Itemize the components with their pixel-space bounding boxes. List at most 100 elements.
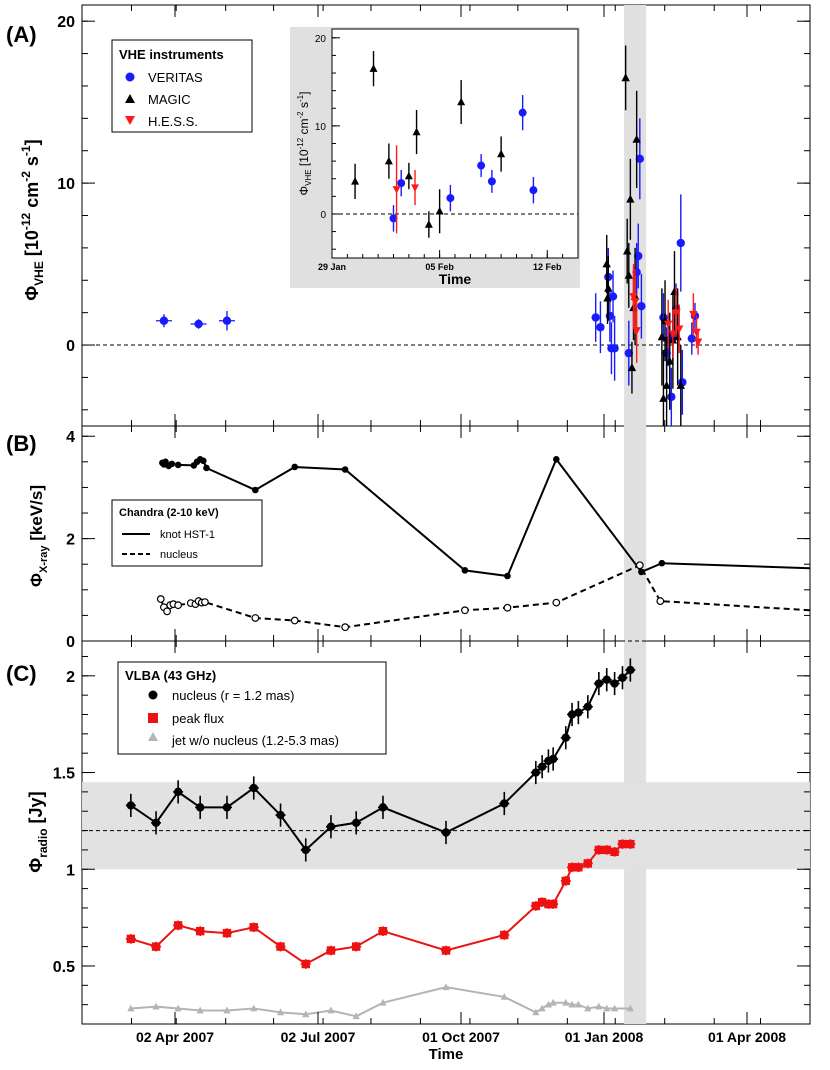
radio-point <box>126 801 136 810</box>
radio-point <box>352 1012 360 1020</box>
radio-point <box>626 839 635 849</box>
radio-point <box>195 926 205 936</box>
vhe-point <box>659 393 668 402</box>
radio-point <box>611 1004 619 1012</box>
panel-a-marks <box>155 45 703 426</box>
legend-jet-label: jet w/o nucleus (1.2-5.3 mas) <box>171 733 339 748</box>
y-tick-label: 4 <box>66 429 75 446</box>
xray-point <box>552 598 561 607</box>
inset-point <box>369 64 378 72</box>
radio-point <box>594 679 604 688</box>
panel-a-legend: VHE instruments VERITAS MAGIC H.E.S.S. <box>111 39 253 133</box>
xray-point <box>461 567 469 574</box>
radio-point <box>249 923 258 932</box>
radio-point <box>500 930 509 940</box>
radio-point <box>574 863 583 872</box>
vhe-point <box>676 238 685 248</box>
radio-point <box>195 803 205 812</box>
y-tick-label: 10 <box>57 176 75 193</box>
inset-y-tick-label: 20 <box>315 34 327 45</box>
radio-point <box>173 787 183 797</box>
radio-series-line <box>130 669 632 852</box>
panel-c-legend: VLBA (43 GHz) nucleus (r = 1.2 mas) peak… <box>117 661 387 755</box>
vhe-point <box>159 316 169 325</box>
vhe-point <box>591 313 600 322</box>
vhe-point <box>676 380 685 389</box>
radio-point <box>537 897 547 907</box>
legend-peak-marker <box>148 713 158 723</box>
xray-point <box>503 603 512 612</box>
vhe-point <box>635 154 645 164</box>
inset-point <box>457 97 466 106</box>
vhe-point <box>602 259 611 268</box>
y-tick-label: 2 <box>66 532 75 549</box>
legend-jet-marker <box>148 732 158 741</box>
x-axis-title: Time <box>429 1046 464 1063</box>
xray-point <box>156 595 165 603</box>
legend-magic-label: MAGIC <box>148 92 191 107</box>
inset-point <box>397 179 406 188</box>
inset-point <box>389 214 398 223</box>
inset-x-axis-title: Time <box>439 271 472 287</box>
radio-point <box>568 1000 576 1008</box>
radio-point <box>127 1004 135 1012</box>
inset-y-tick-label: 10 <box>315 122 327 133</box>
y-tick-label: 2 <box>66 669 75 686</box>
xray-point <box>203 464 210 472</box>
legend-peak-label: peak flux <box>172 711 225 726</box>
radio-point <box>500 799 509 808</box>
xray-point <box>200 457 207 465</box>
panel-c-y-axis-title: Φradio [Jy] <box>26 791 50 872</box>
xray-point <box>168 460 176 468</box>
xray-point <box>635 561 644 570</box>
xray-point <box>461 606 469 615</box>
xray-point <box>656 597 665 605</box>
y-tick-label: 0 <box>66 634 75 651</box>
radio-point <box>223 1006 231 1014</box>
panel-b-legend-title: Chandra (2-10 keV) <box>119 507 219 519</box>
radio-point <box>126 934 136 944</box>
vhe-point <box>626 194 635 203</box>
panel-a-label: (A) <box>6 22 37 47</box>
inset-point <box>446 194 455 203</box>
radio-point <box>151 942 161 951</box>
vhe-point <box>624 348 633 358</box>
radio-point <box>618 839 627 849</box>
xray-point <box>553 455 560 463</box>
radio-point <box>276 1008 285 1016</box>
legend-radio-nucleus-label: nucleus (r = 1.2 mas) <box>172 688 294 703</box>
panel-a-y-axis-title: ΦVHE [10-12 cm-2 s-1] <box>19 139 46 300</box>
inset-point <box>411 184 420 192</box>
inset-y-tick-label: 0 <box>320 210 326 221</box>
inset-x-tick-label: 05 Feb <box>425 262 454 272</box>
legend-hess-label: H.E.S.S. <box>148 114 198 129</box>
radio-point <box>583 859 593 868</box>
radio-point <box>583 702 593 711</box>
radio-point <box>537 762 547 771</box>
radio-point <box>567 863 577 872</box>
radio-point <box>548 899 558 909</box>
radio-point <box>442 983 450 991</box>
radio-point <box>174 1004 182 1012</box>
vhe-point <box>608 292 618 301</box>
radio-point <box>326 822 336 831</box>
vhe-point <box>637 301 646 311</box>
panel-c-legend-title: VLBA (43 GHz) <box>125 668 216 683</box>
radio-point <box>173 921 183 930</box>
radio-point <box>538 1004 546 1012</box>
vhe-point <box>624 270 633 279</box>
legend-hess-marker <box>125 116 135 125</box>
xray-point <box>291 463 299 471</box>
vhe-point <box>194 319 203 329</box>
radio-point <box>610 847 619 857</box>
xray-point <box>341 623 350 632</box>
xray-point <box>174 601 183 610</box>
vhe-point <box>634 251 643 261</box>
vhe-point <box>662 380 671 389</box>
vhe-point <box>603 293 612 302</box>
inset-point <box>487 177 496 186</box>
radio-point <box>302 1010 310 1018</box>
inset-point <box>392 186 401 194</box>
radio-point <box>544 1000 553 1008</box>
